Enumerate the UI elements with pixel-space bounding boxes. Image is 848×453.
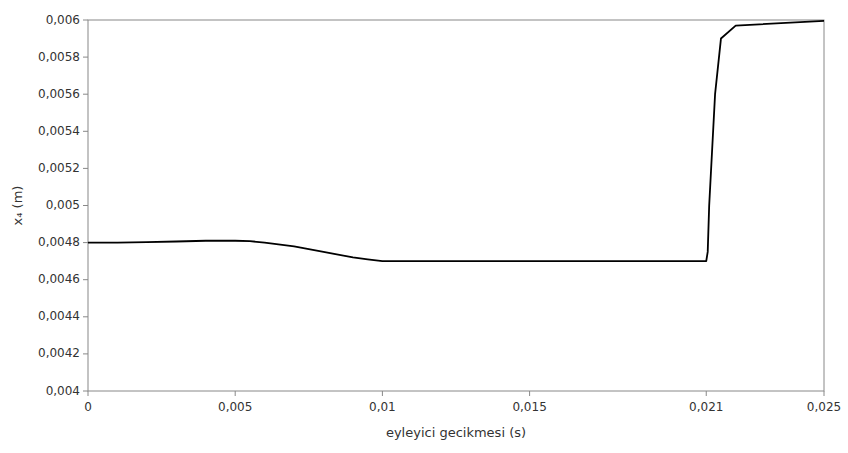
x-tick [824, 391, 825, 396]
y-tick [83, 279, 88, 280]
x-tick-label: 0,005 [218, 400, 252, 414]
x-tick-label: 0,025 [807, 400, 841, 414]
x-tick [88, 391, 89, 396]
y-tick [83, 131, 88, 132]
x-tick-label: 0 [84, 400, 92, 414]
y-tick [83, 57, 88, 58]
y-tick [83, 20, 88, 21]
x-tick [706, 391, 707, 396]
chart-svg: 0,004 0,0042 0,0044 0,0046 0,0048 0,005 0,0052… [0, 0, 848, 453]
x-tick-label: 0,021 [689, 400, 723, 414]
y-axis-label: x₄ (m) [10, 186, 25, 226]
y-tick-label: 0,0058 [38, 50, 80, 64]
y-tick [83, 94, 88, 95]
x-axis-label: eyleyici gecikmesi (s) [386, 425, 526, 440]
y-tick-label: 0,0054 [38, 124, 80, 138]
y-tick-label: 0,004 [46, 384, 80, 398]
plot-frame [88, 20, 824, 391]
y-tick-label: 0,006 [46, 13, 80, 27]
y-tick-label: 0,0046 [38, 272, 80, 286]
x-tick [529, 391, 530, 396]
chart-container: 0,004 0,0042 0,0044 0,0046 0,0048 0,005 0,0052… [0, 0, 848, 453]
x-tick-label: 0,01 [369, 400, 396, 414]
x-tick-label: 0,015 [512, 400, 546, 414]
y-tick [83, 391, 88, 392]
y-tick-label: 0,0056 [38, 87, 80, 101]
y-tick-label: 0,0048 [38, 235, 80, 249]
x-tick [382, 391, 383, 396]
axes: 0,004 0,0042 0,0044 0,0046 0,0048 0,005 0,0052… [38, 13, 841, 415]
y-tick [83, 242, 88, 243]
y-tick [83, 316, 88, 317]
data-line [88, 21, 824, 261]
plot-area [88, 21, 824, 261]
y-tick-label: 0,005 [46, 198, 80, 212]
y-tick-label: 0,0044 [38, 309, 80, 323]
y-tick [83, 168, 88, 169]
x-tick [235, 391, 236, 396]
y-tick [83, 205, 88, 206]
y-tick-label: 0,0052 [38, 161, 80, 175]
y-tick [83, 353, 88, 354]
y-tick-label: 0,0042 [38, 346, 80, 360]
